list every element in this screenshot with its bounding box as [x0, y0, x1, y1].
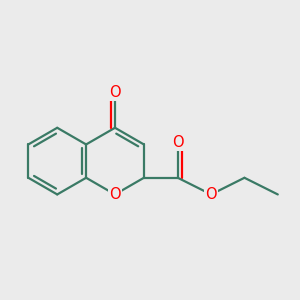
- Text: O: O: [205, 187, 217, 202]
- Text: O: O: [172, 135, 184, 150]
- Text: O: O: [109, 187, 121, 202]
- Text: O: O: [109, 85, 121, 100]
